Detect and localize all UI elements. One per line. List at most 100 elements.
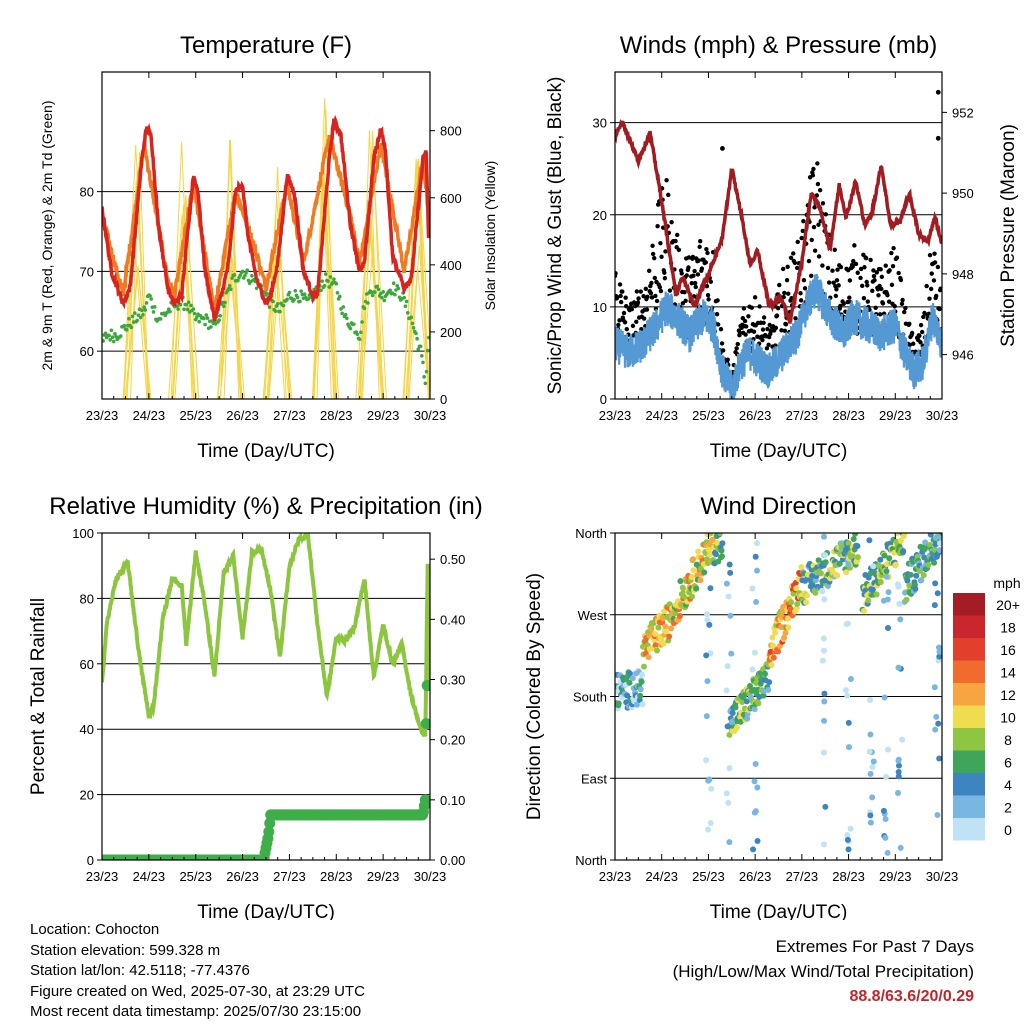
gust-point bbox=[737, 330, 743, 335]
gust-point bbox=[708, 279, 714, 284]
y-axis-label: 2m & 9m T (Red, Orange) & 2m Td (Green) bbox=[39, 101, 55, 371]
gust-point bbox=[809, 237, 814, 243]
direction-point bbox=[744, 715, 751, 722]
dewpoint-point bbox=[278, 309, 282, 314]
direction-point bbox=[705, 826, 712, 833]
direction-point bbox=[931, 559, 938, 566]
gust-point bbox=[757, 304, 762, 309]
colorbar-swatch bbox=[953, 638, 985, 661]
direction-point bbox=[753, 599, 760, 606]
colorbar-label: 4 bbox=[1004, 777, 1012, 793]
direction-point bbox=[913, 572, 920, 579]
gust-point bbox=[686, 255, 692, 260]
direction-point bbox=[894, 789, 901, 796]
direction-point bbox=[819, 588, 826, 595]
y-tick-label: West bbox=[578, 608, 608, 623]
precip-point bbox=[419, 794, 430, 806]
gust-point bbox=[870, 288, 875, 293]
direction-point bbox=[850, 535, 857, 542]
direction-point bbox=[920, 572, 927, 579]
colorbar-swatch bbox=[953, 728, 985, 751]
precip-point bbox=[424, 680, 430, 692]
colorbar-label: 12 bbox=[1000, 687, 1016, 703]
x-axis-label: Time (Day/UTC) bbox=[710, 441, 848, 462]
gust-point bbox=[799, 235, 804, 241]
direction-point bbox=[724, 723, 731, 730]
direction-point bbox=[727, 569, 734, 576]
colorbar-swatch bbox=[953, 818, 985, 841]
direction-point bbox=[849, 552, 856, 559]
direction-point bbox=[661, 608, 668, 615]
direction-point bbox=[883, 773, 890, 780]
dewpoint-point bbox=[345, 316, 349, 321]
direction-point bbox=[770, 654, 777, 661]
direction-point bbox=[769, 634, 776, 641]
colorbar-label: 10 bbox=[1000, 710, 1016, 726]
gust-point bbox=[887, 268, 892, 273]
colorbar-label: 20+ bbox=[996, 597, 1020, 613]
y-right-tick-label: 0.30 bbox=[440, 673, 465, 688]
dewpoint-point bbox=[102, 339, 105, 343]
gust-point bbox=[786, 291, 791, 296]
gust-point bbox=[764, 346, 770, 351]
gust-point bbox=[823, 212, 828, 217]
gust-point bbox=[734, 346, 739, 351]
dewpoint-point bbox=[113, 332, 117, 336]
dewpoint-point bbox=[395, 283, 400, 288]
gust-point bbox=[774, 313, 780, 318]
direction-point bbox=[728, 650, 735, 657]
x-axis-label: Time (Day/UTC) bbox=[197, 441, 335, 462]
gust-point bbox=[801, 277, 807, 283]
panel-temperature: 23/23 24/23 25/23 26/23 27/23 28/23 29/23 30/23… bbox=[39, 32, 498, 462]
dewpoint-point bbox=[332, 277, 336, 282]
direction-point bbox=[843, 569, 850, 576]
dewpoint-point bbox=[340, 311, 344, 316]
gust-point bbox=[775, 305, 781, 311]
gust-point bbox=[657, 285, 663, 290]
direction-point bbox=[867, 770, 874, 777]
x-tick-label: 26/23 bbox=[226, 408, 259, 423]
direction-point bbox=[624, 692, 631, 699]
colorbar-swatch bbox=[953, 593, 985, 616]
dewpoint-point bbox=[254, 286, 259, 291]
gust-point bbox=[825, 265, 831, 271]
gust-point bbox=[929, 271, 934, 276]
dewpoint-point bbox=[141, 312, 145, 317]
gust-point bbox=[903, 305, 908, 311]
direction-point bbox=[766, 679, 773, 686]
gust-point bbox=[698, 238, 703, 244]
dewpoint-point bbox=[238, 273, 243, 278]
direction-point bbox=[751, 809, 758, 816]
dewpoint-point bbox=[111, 339, 116, 344]
gust-point bbox=[654, 298, 660, 304]
dewpoint-point bbox=[130, 314, 135, 319]
gust-point bbox=[877, 312, 883, 317]
gust-point bbox=[921, 314, 926, 320]
x-tick-label: 23/23 bbox=[599, 869, 632, 884]
direction-point bbox=[749, 585, 756, 592]
dewpoint-point bbox=[366, 301, 370, 305]
gust-point bbox=[900, 297, 905, 303]
gust-point bbox=[907, 321, 912, 327]
gust-point bbox=[784, 277, 790, 283]
gust-point bbox=[864, 279, 869, 285]
dewpoint-point bbox=[388, 288, 392, 293]
gust-point bbox=[853, 261, 859, 267]
direction-point bbox=[638, 678, 645, 685]
colorbar: mph 20+ 18 16 14 12 10 8 6 4 2 0 bbox=[953, 575, 1021, 841]
dewpoint-point bbox=[285, 297, 289, 302]
gust-point bbox=[630, 323, 636, 329]
gust-point bbox=[873, 305, 878, 310]
direction-point bbox=[784, 615, 791, 622]
direction-point bbox=[751, 778, 758, 785]
x-tick-label: 30/23 bbox=[414, 408, 447, 423]
gust-point bbox=[889, 250, 894, 256]
direction-point bbox=[754, 540, 761, 547]
colorbar-label: 0 bbox=[1004, 822, 1012, 838]
gust-point bbox=[880, 301, 886, 306]
dewpoint-point bbox=[292, 297, 296, 302]
direction-point bbox=[867, 696, 874, 703]
direction-point bbox=[819, 657, 826, 664]
gust-point bbox=[643, 286, 649, 291]
gust-point bbox=[924, 283, 929, 289]
